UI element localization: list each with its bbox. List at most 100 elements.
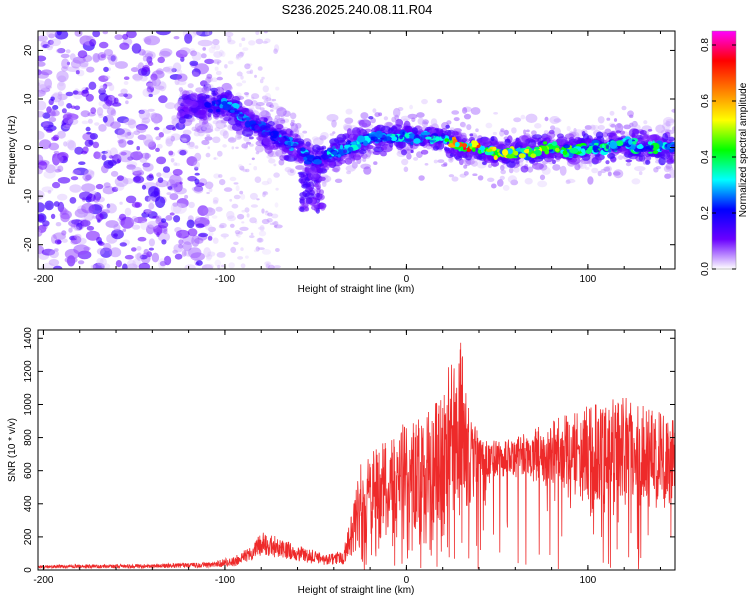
heatmap-cell	[92, 31, 101, 38]
heatmap-cell	[104, 149, 112, 158]
heatmap-cell	[249, 217, 257, 224]
heatmap-cell	[74, 233, 82, 240]
heatmap-cell	[198, 124, 211, 131]
heatmap-cell	[386, 133, 392, 137]
heatmap-cell	[75, 70, 80, 75]
heatmap-cell	[562, 150, 568, 156]
heatmap-cell	[163, 228, 168, 235]
heatmap-cell	[148, 202, 155, 210]
heatmap-cell	[462, 107, 468, 114]
heatmap-cell	[117, 175, 124, 181]
colorbar-gradient	[712, 31, 736, 269]
heatmap-cell	[264, 211, 270, 216]
heatmap-cell	[155, 147, 160, 152]
heatmap-cell	[324, 160, 328, 165]
heatmap-cell	[525, 113, 538, 124]
heatmap-cell	[70, 59, 82, 69]
heatmap-cell	[123, 118, 136, 126]
heatmap-cell	[208, 187, 213, 193]
heatmap-cell	[163, 255, 172, 266]
heatmap-cell	[126, 131, 132, 136]
heatmap-cell	[61, 58, 70, 69]
heatmap-cell	[606, 117, 611, 121]
heatmap-cell	[292, 143, 298, 148]
heatmap-cell	[290, 123, 299, 133]
heatmap-cell	[192, 71, 200, 78]
heatmap-cell	[517, 135, 530, 146]
heatmap-cell	[613, 169, 624, 179]
heatmap-cell	[60, 53, 70, 59]
heatmap-cell	[230, 112, 239, 118]
heatmap-cell	[225, 85, 233, 91]
heatmap-cell	[147, 196, 156, 204]
heatmap-cell	[513, 167, 520, 173]
heatmap-cell	[409, 104, 413, 110]
heatmap-cell	[465, 159, 475, 165]
heatmap-cell	[663, 128, 668, 132]
heatmap-cell	[419, 137, 423, 141]
heatmap-cell	[581, 148, 586, 153]
heatmap-cell	[194, 237, 204, 244]
heatmap-cell	[167, 186, 173, 190]
heatmap-cell	[261, 76, 265, 80]
heatmap-cell	[250, 204, 258, 208]
heatmap-cell	[628, 139, 633, 145]
heatmap-cell	[208, 226, 216, 232]
heatmap-cell	[328, 154, 332, 158]
heatmap-cell	[320, 132, 329, 140]
heatmap-cell	[259, 107, 265, 111]
y-tick-label: -10	[23, 188, 34, 203]
heatmap-cell	[176, 229, 190, 239]
heatmap-cell	[528, 147, 532, 153]
heatmap-cell	[201, 125, 206, 131]
heatmap-cell	[401, 158, 409, 166]
heatmap-cell	[46, 31, 57, 39]
heatmap-cell	[38, 202, 45, 213]
heatmap-cell	[622, 142, 627, 146]
heatmap-cell	[255, 38, 264, 45]
heatmap-cell	[201, 86, 208, 94]
heatmap-cell	[154, 126, 160, 131]
heatmap-cell	[171, 115, 178, 122]
heatmap-cell	[182, 241, 192, 252]
heatmap-cell	[38, 161, 48, 170]
heatmap-cell	[263, 99, 269, 104]
heatmap-cell	[237, 136, 242, 139]
heatmap-cell	[500, 169, 507, 175]
heatmap-cell	[352, 157, 356, 162]
heatmap-cell	[137, 134, 147, 141]
heatmap-cell	[197, 205, 209, 216]
heatmap-cell	[240, 247, 244, 252]
heatmap-cell	[153, 116, 160, 125]
heatmap-cell	[124, 207, 132, 216]
heatmap-cell	[100, 247, 113, 258]
heatmap-cell	[38, 190, 45, 200]
heatmap-cell	[503, 129, 509, 136]
heatmap-cell	[79, 62, 89, 69]
heatmap-cell	[242, 47, 249, 51]
y-tick-label: 1400	[23, 327, 34, 350]
heatmap-cell	[264, 92, 272, 101]
heatmap-cell	[460, 148, 464, 152]
heatmap-cell	[425, 136, 432, 140]
heatmap-cell	[39, 84, 46, 89]
heatmap-cell	[205, 152, 211, 158]
heatmap-cell	[267, 212, 273, 217]
y-tick-label: 200	[23, 528, 34, 545]
heatmap-cell	[165, 124, 176, 130]
heatmap-cell	[202, 126, 209, 131]
heatmap-cell	[275, 248, 280, 252]
heatmap-cell	[485, 122, 493, 129]
heatmap-cell	[565, 178, 576, 184]
heatmap-cell	[470, 160, 478, 167]
heatmap-cell	[235, 185, 240, 192]
heatmap-cell	[166, 192, 172, 196]
heatmap-cell	[372, 108, 377, 113]
heatmap-cell	[559, 165, 567, 176]
heatmap-cell	[262, 191, 268, 194]
heatmap-cell	[131, 224, 141, 230]
heatmap-cell	[588, 162, 593, 167]
heatmap-cell	[148, 247, 154, 251]
heatmap-cell	[621, 105, 627, 111]
heatmap-cell	[631, 141, 637, 145]
